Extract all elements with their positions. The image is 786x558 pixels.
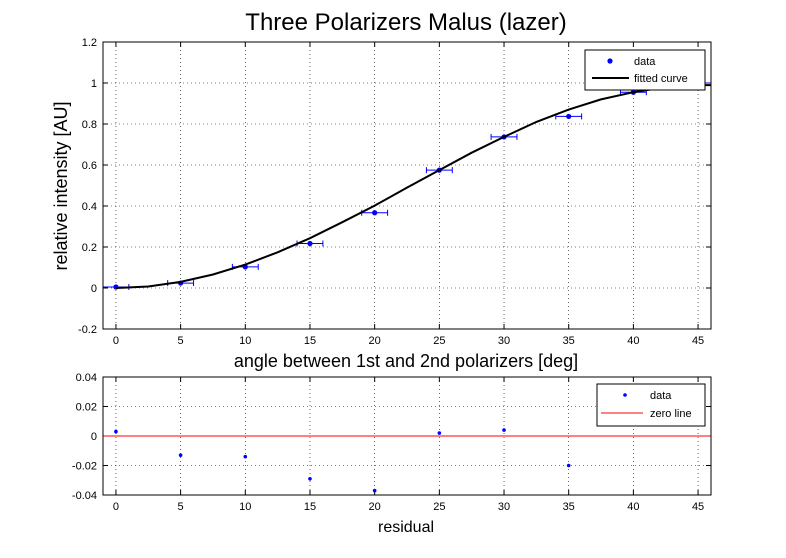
y-tick-label: 1: [91, 78, 97, 90]
x-tick-label: 25: [433, 501, 445, 513]
residual-plot: residual 0 5 10 15 20 25 30 35 40 45 -0.04 -0.02 0 0.…: [72, 372, 712, 536]
legend-label-fitted-curve: fitted curve: [634, 73, 688, 85]
x-tick-label: 40: [627, 501, 639, 513]
chart-title: Three Polarizers Malus (lazer): [245, 9, 566, 36]
data-point: [437, 431, 442, 435]
data-point: [566, 463, 571, 468]
y-tick-label: 0.04: [76, 372, 97, 384]
y-tick-label: -0.02: [72, 461, 97, 473]
y-tick-label: 0.4: [82, 201, 97, 213]
fitted-curve-line: [115, 84, 711, 289]
x-tick-label: 30: [498, 501, 510, 513]
legend-label-data: data: [634, 56, 656, 68]
x-tick-label: 10: [239, 501, 251, 513]
data-point: [308, 476, 312, 481]
plot-frame: [102, 41, 712, 330]
plot-series: [103, 428, 711, 493]
y-tick-label: -0.04: [72, 490, 97, 502]
y-tick-label: 0.6: [82, 160, 97, 172]
legend-box: [584, 49, 706, 91]
data-point: [307, 240, 313, 247]
y-axis-label: relative intensity [AU]: [51, 101, 71, 270]
y-tick-label: -0.2: [78, 324, 97, 336]
data-point: [243, 454, 248, 459]
legend: data fitted curve: [584, 49, 706, 91]
legend-marker-data: [623, 393, 627, 397]
x-tick-label: 20: [369, 335, 381, 347]
x-tick-label: 40: [627, 335, 639, 347]
legend-label-data: data: [650, 390, 672, 402]
x-tick-label: 15: [304, 335, 316, 347]
y-tick-label: 0.02: [76, 402, 97, 414]
y-tick-label: 0.8: [82, 119, 97, 131]
legend-marker-data: [607, 58, 613, 64]
x-tick-label: 0: [113, 335, 119, 347]
x-tick-label: 30: [498, 335, 510, 347]
x-tick-label: 25: [433, 335, 445, 347]
x-tick-label: 45: [692, 335, 704, 347]
tick-labels: 0 5 10 15 20 25 30 35 40 45 -0.04 -0.02 0 0.02 0.04: [72, 372, 704, 513]
x-tick-label: 45: [692, 501, 704, 513]
residual-x-axis-label: residual: [378, 519, 434, 536]
plot-frame: [102, 376, 712, 496]
data-point: [114, 429, 118, 434]
y-tick-label: 0.2: [82, 242, 97, 254]
x-tick-label: 5: [178, 501, 184, 513]
x-tick-label: 35: [563, 501, 575, 513]
y-tick-label: 0: [91, 283, 97, 295]
x-tick-label: 15: [304, 501, 316, 513]
y-tick-label: 0: [91, 431, 97, 443]
x-tick-label: 20: [369, 501, 381, 513]
x-axis-label: angle between 1st and 2nd polarizers [de…: [234, 351, 578, 371]
data-point: [372, 210, 378, 216]
x-tick-label: 5: [178, 335, 184, 347]
x-tick-label: 0: [113, 501, 119, 513]
data-point: [502, 428, 506, 432]
legend: data zero line: [596, 383, 706, 427]
data-point: [372, 488, 377, 493]
x-tick-label: 35: [563, 335, 575, 347]
data-point: [178, 453, 183, 457]
x-tick-label: 10: [239, 335, 251, 347]
data-point: [566, 113, 572, 120]
legend-label-zero-line: zero line: [650, 408, 692, 420]
tick-labels: 0 5 10 15 20 25 30 35 40 45 -0.2 0 0.2 0.4 0.6 0.8 1 1.2: [78, 37, 704, 347]
y-tick-label: 1.2: [82, 37, 97, 49]
main-plot: Three Polarizers Malus (lazer) angle bet…: [51, 9, 712, 371]
legend-box: [596, 383, 706, 427]
